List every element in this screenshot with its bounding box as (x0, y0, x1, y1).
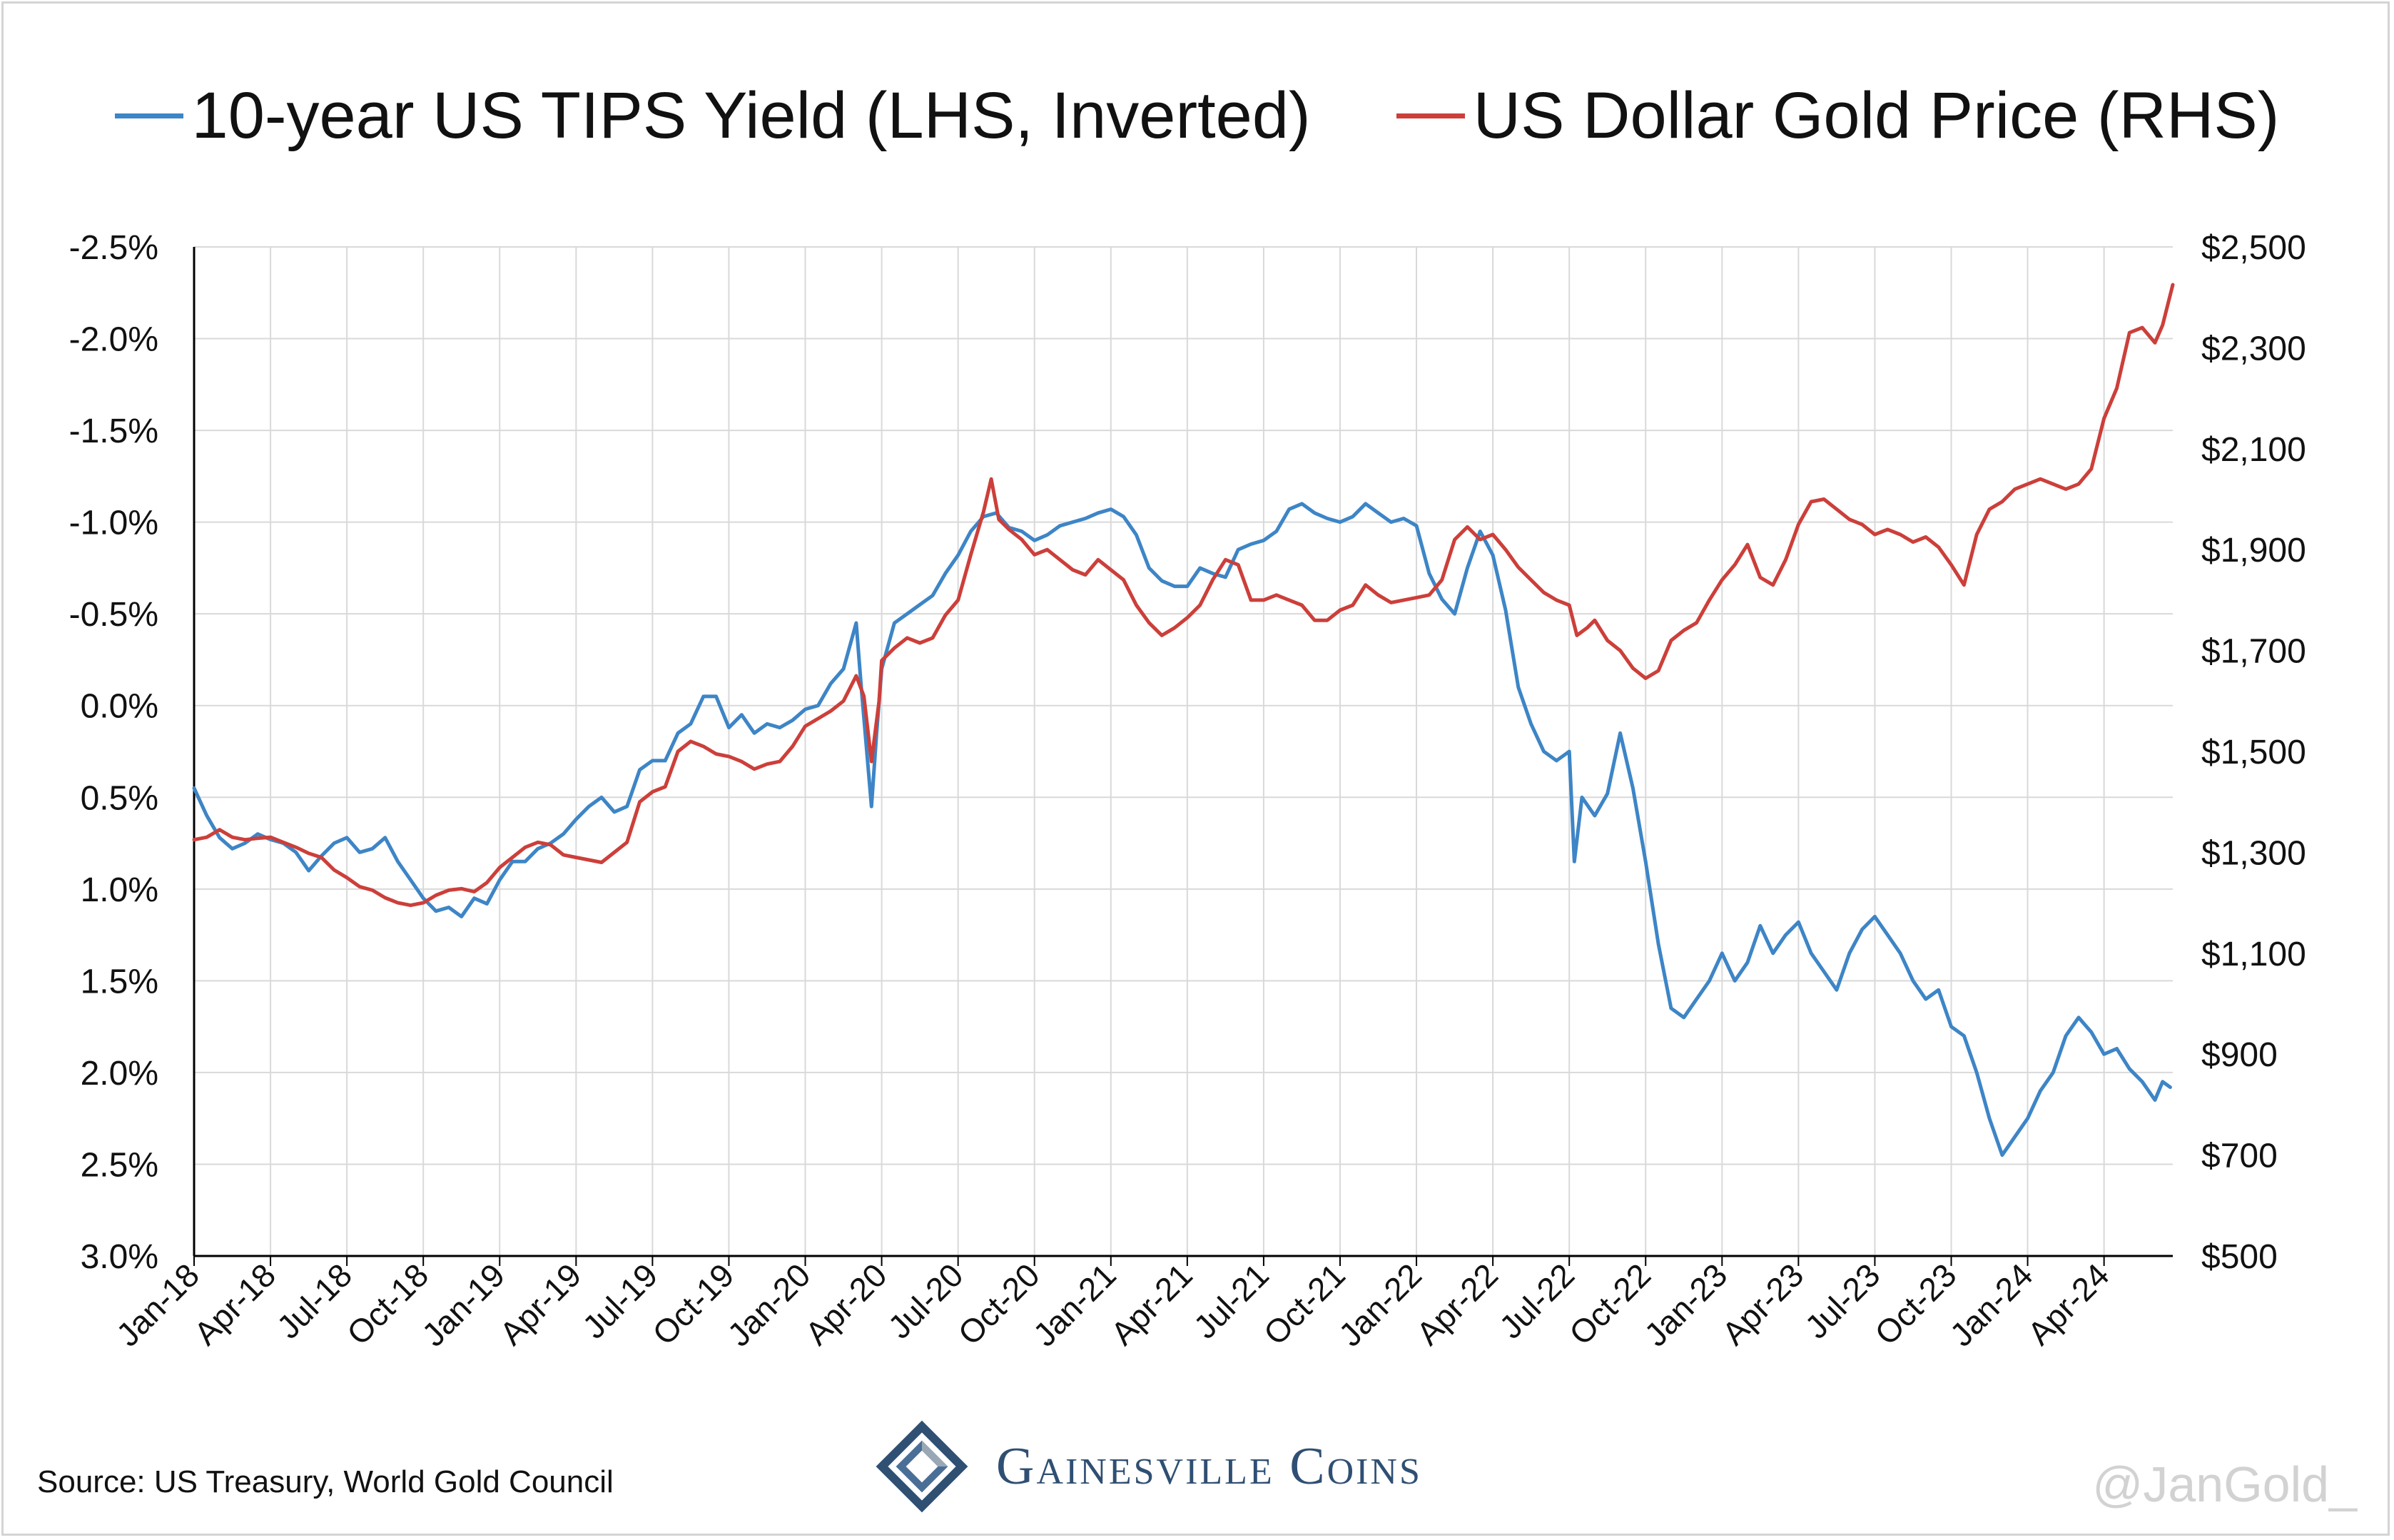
left-axis-tick-label: -0.5% (69, 596, 158, 634)
x-axis-tick-label: Jan-24 (1942, 1256, 2039, 1353)
right-axis-tick-label: $700 (2201, 1138, 2278, 1175)
right-axis-tick-label: $1,300 (2201, 834, 2306, 872)
right-axis-tick-label: $2,300 (2201, 330, 2306, 368)
x-axis-tick-label: Apr-24 (2020, 1256, 2116, 1352)
x-axis-tick-label: Oct-22 (1562, 1256, 1658, 1352)
gold-price-series-line (192, 283, 2175, 908)
source-note: Source: US Treasury, World Gold Council (37, 1464, 614, 1499)
x-axis-tick-label: Apr-23 (1715, 1256, 1810, 1352)
right-axis-tick-label: $500 (2201, 1238, 2278, 1276)
left-axis-tick-label: -1.0% (69, 505, 158, 542)
x-axis-tick-label: Oct-23 (1867, 1256, 1963, 1352)
left-axis-tick-label: -2.0% (69, 321, 158, 359)
right-axis-tick-label: $1,900 (2201, 532, 2306, 569)
legend-label-gold: US Dollar Gold Price (RHS) (1473, 79, 2280, 152)
x-axis-tick-label: Oct-18 (340, 1256, 435, 1352)
right-axis-tick-label: $2,500 (2201, 229, 2306, 267)
x-axis-tick-label: Jan-19 (415, 1256, 512, 1353)
x-axis-tick-label: Apr-20 (798, 1256, 893, 1352)
left-axis-tick-label: 0.5% (81, 779, 158, 817)
left-axis-tick-label: -2.5% (69, 229, 158, 267)
right-axis-tick-label: $1,100 (2201, 936, 2306, 973)
x-axis-tick-label: Jan-21 (1026, 1256, 1123, 1353)
x-axis-tick-label: Jan-23 (1637, 1256, 1734, 1353)
left-axis-tick-label: 2.0% (81, 1055, 158, 1093)
gainesville-coins-logo-icon (876, 1420, 968, 1513)
right-axis-tick-label: $1,500 (2201, 734, 2306, 771)
x-axis-tick-label: Apr-19 (492, 1256, 588, 1352)
x-axis-tick-label: Apr-18 (187, 1256, 283, 1352)
x-axis-tick-label: Apr-22 (1409, 1256, 1505, 1352)
legend-swatch-tips (114, 113, 183, 118)
left-axis-tick-label: 1.5% (81, 963, 158, 1001)
left-axis-tick-label: 1.0% (81, 871, 158, 909)
tips-yield-series-line (192, 502, 2172, 1157)
left-axis-tick-label: -1.5% (69, 412, 158, 450)
x-axis-tick-label: Jan-22 (1332, 1256, 1429, 1353)
chart-legend: 10-year US TIPS Yield (LHS, Inverted) US… (0, 78, 2394, 153)
legend-label-tips: 10-year US TIPS Yield (LHS, Inverted) (191, 79, 1311, 152)
legend-swatch-gold (1396, 113, 1465, 118)
brand-logo: Gainesville Coins (872, 1417, 1422, 1516)
right-axis-tick-label: $900 (2201, 1036, 2278, 1074)
right-axis-tick-label: $2,100 (2201, 431, 2306, 469)
brand-name: Gainesville Coins (996, 1437, 1422, 1496)
author-handle: @JanGold_ (2092, 1457, 2357, 1512)
x-axis-tick-label: Jan-20 (720, 1256, 817, 1353)
left-axis-tick-label: 2.5% (81, 1146, 158, 1184)
x-axis-tick-label: Oct-21 (1257, 1256, 1352, 1352)
left-axis-tick-label: 3.0% (81, 1238, 158, 1276)
x-axis-tick-label: Apr-21 (1104, 1256, 1199, 1352)
left-axis-tick-label: 0.0% (81, 688, 158, 726)
legend-item-gold: US Dollar Gold Price (RHS) (1396, 78, 2280, 153)
x-axis-tick-label: Oct-20 (950, 1256, 1046, 1352)
legend-item-tips: 10-year US TIPS Yield (LHS, Inverted) (114, 78, 1311, 153)
x-axis-tick-label: Oct-19 (645, 1256, 741, 1352)
right-axis-tick-label: $1,700 (2201, 633, 2306, 671)
